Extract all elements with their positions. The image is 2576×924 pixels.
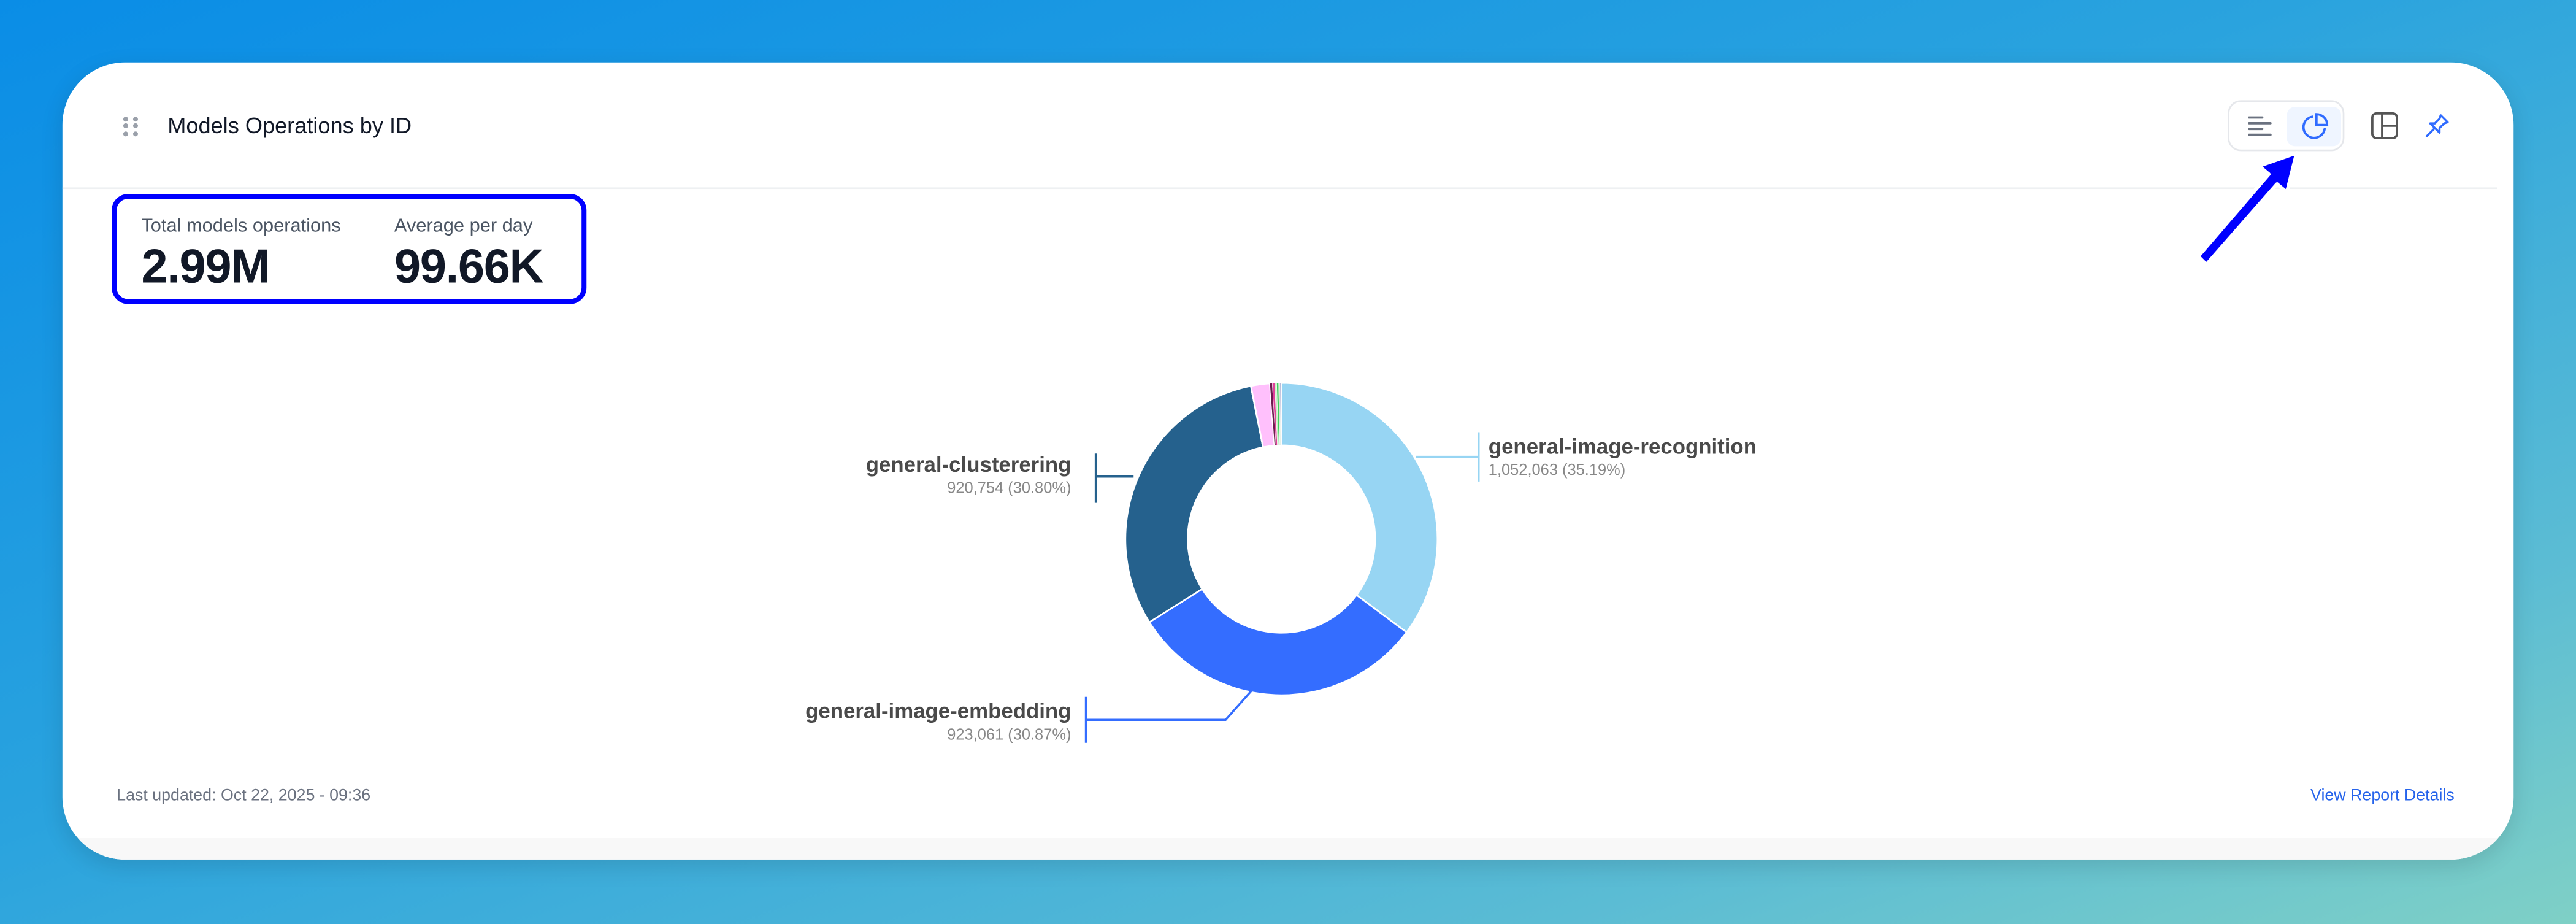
drag-dots-icon[interactable] [123, 117, 139, 136]
total-operations-stat: Total models operations 2.99M [141, 217, 340, 296]
average-per-day-stat: Average per day 99.66K [394, 217, 544, 296]
average-per-day-label: Average per day [394, 217, 533, 237]
bar-list-icon [2247, 116, 2271, 136]
pie-chart-icon [2301, 113, 2328, 139]
pin-button[interactable] [2420, 109, 2453, 142]
donut-slices [1124, 382, 1439, 696]
pin-icon [2425, 113, 2448, 137]
slice-label-clustering: general-clusterering 920,754 (30.80%) [866, 453, 1071, 497]
leader-line [1416, 432, 1480, 482]
leader-lines [1084, 432, 1480, 743]
slice-name: general-clusterering [866, 453, 1071, 477]
slice-value: 920,754 (30.80%) [947, 480, 1071, 497]
card-bottom-strip [62, 838, 2514, 860]
slice-value: 1,052,063 (35.19%) [1489, 461, 1625, 479]
donut-chart: general-image-recognition 1,052,063 (35.… [805, 382, 1757, 744]
slice-name: general-image-recognition [1489, 434, 1757, 458]
slice-label-recognition: general-image-recognition 1,052,063 (35.… [1489, 434, 1757, 479]
donut-slice-general-clusterering[interactable] [1124, 385, 1264, 623]
stats-highlight-box: Total models operations 2.99M Average pe… [112, 194, 587, 304]
leader-line [1094, 453, 1134, 503]
leader-line [1084, 689, 1253, 743]
layout-grid-icon [2370, 111, 2398, 139]
slice-name: general-image-embedding [805, 699, 1071, 723]
list-view-button[interactable] [2233, 107, 2287, 146]
slice-value: 923,061 (30.87%) [947, 726, 1071, 743]
widget-title: Models Operations by ID [167, 113, 412, 139]
donut-slice[interactable] [1279, 382, 1282, 446]
total-operations-value: 2.99M [141, 241, 270, 295]
donut-slice-general-image-embedding[interactable] [1148, 588, 1408, 696]
pie-view-button[interactable] [2287, 107, 2342, 147]
slice-label-embedding: general-image-embedding 923,061 (30.87%) [805, 699, 1071, 744]
average-per-day-value: 99.66K [394, 241, 544, 295]
layout-button[interactable] [2367, 109, 2401, 142]
donut-slice-general-image-recognition[interactable] [1280, 382, 1439, 634]
widget-card: Models Operations by ID [62, 62, 2514, 860]
last-updated-text: Last updated: Oct 22, 2025 - 09:36 [117, 787, 371, 806]
total-operations-label: Total models operations [141, 217, 341, 237]
header-divider [62, 187, 2497, 190]
view-toggle [2228, 100, 2345, 152]
view-report-details-link[interactable]: View Report Details [2310, 787, 2455, 806]
